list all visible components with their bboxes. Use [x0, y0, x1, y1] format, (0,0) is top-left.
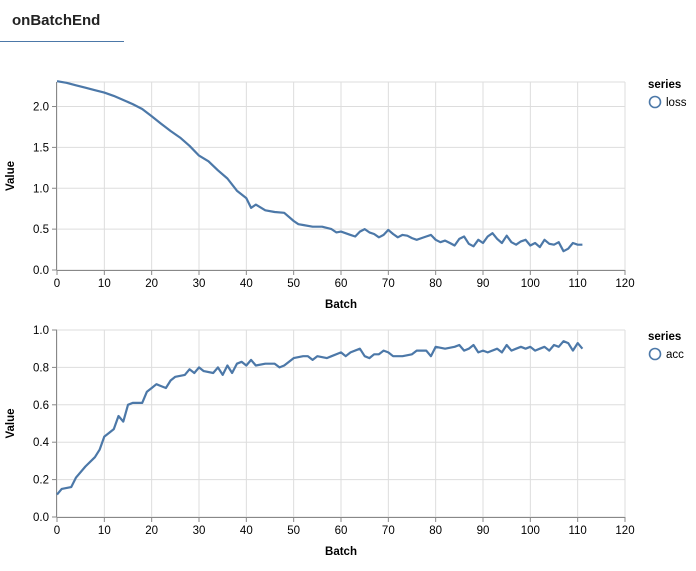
y-tick-label: 2.0 — [33, 102, 49, 114]
y-axis-title: Value — [5, 161, 17, 191]
y-tick-label: 0.0 — [33, 265, 49, 277]
x-tick-label: 100 — [521, 278, 540, 290]
x-tick-label: 20 — [145, 278, 158, 290]
tab-label: onBatchEnd — [12, 12, 101, 29]
x-tick-label: 50 — [287, 525, 300, 537]
chart-2: 0 10 20 30 40 50 60 70 80 90 100 110 120 0.0 0.2 0.4 0.6… — [5, 325, 684, 558]
x-tick-label: 0 — [54, 278, 60, 290]
x-tick-label: 30 — [193, 525, 206, 537]
x-tick-label: 60 — [335, 278, 348, 290]
x-tick-label: 110 — [568, 278, 586, 290]
x-tick-label: 40 — [240, 278, 253, 290]
x-tick-label: 80 — [429, 525, 442, 537]
chart-1: 0 10 20 30 40 50 60 70 80 90 100 110 120 0.0 0.5 1.0 1.5… — [5, 79, 687, 311]
x-axis-title: Batch — [325, 546, 357, 558]
y-tick-label: 1.0 — [33, 325, 49, 337]
x-tick-label: 10 — [98, 525, 111, 537]
y-tick-label: 0.8 — [33, 362, 49, 374]
legend-symbol — [648, 95, 662, 109]
x-tick-label: 30 — [193, 278, 206, 290]
y-tick-label: 0.4 — [33, 437, 50, 449]
legend-title: series — [648, 331, 681, 343]
x-tick-label: 70 — [382, 525, 395, 537]
x-tick-label: 90 — [477, 278, 490, 290]
legend: series acc — [648, 331, 684, 361]
y-axis-title: Value — [5, 408, 17, 438]
x-tick-label: 60 — [335, 525, 348, 537]
grid — [56, 81, 626, 271]
grid — [56, 329, 626, 518]
legend-label: acc — [666, 349, 684, 361]
y-tick-label: 0.6 — [33, 400, 49, 412]
x-tick-label: 10 — [98, 278, 111, 290]
legend-title: series — [648, 79, 681, 91]
y-tick-label: 1.5 — [33, 142, 49, 154]
x-tick-label: 110 — [568, 525, 586, 537]
x-tick-label: 120 — [615, 525, 634, 537]
y-tick-label: 0.0 — [33, 512, 49, 524]
legend-label: loss — [666, 97, 687, 109]
x-tick-label: 120 — [615, 278, 634, 290]
series-line-acc — [56, 340, 584, 496]
legend-symbol — [648, 347, 662, 361]
x-tick-label: 90 — [477, 525, 490, 537]
y-tick-label: 0.5 — [33, 224, 49, 236]
x-tick-label: 40 — [240, 525, 253, 537]
x-tick-label: 70 — [382, 278, 395, 290]
x-tick-label: 20 — [145, 525, 158, 537]
x-tick-label: 50 — [287, 278, 300, 290]
x-tick-label: 100 — [521, 525, 540, 537]
y-tick-label: 0.2 — [33, 475, 49, 487]
tab-onbatchend[interactable]: onBatchEnd — [0, 0, 124, 42]
legend: series loss — [648, 79, 687, 109]
x-tick-label: 80 — [429, 278, 442, 290]
series-line-loss — [56, 80, 583, 253]
x-axis-title: Batch — [325, 299, 357, 311]
x-tick-label: 0 — [54, 525, 60, 537]
y-tick-label: 1.0 — [33, 183, 49, 195]
